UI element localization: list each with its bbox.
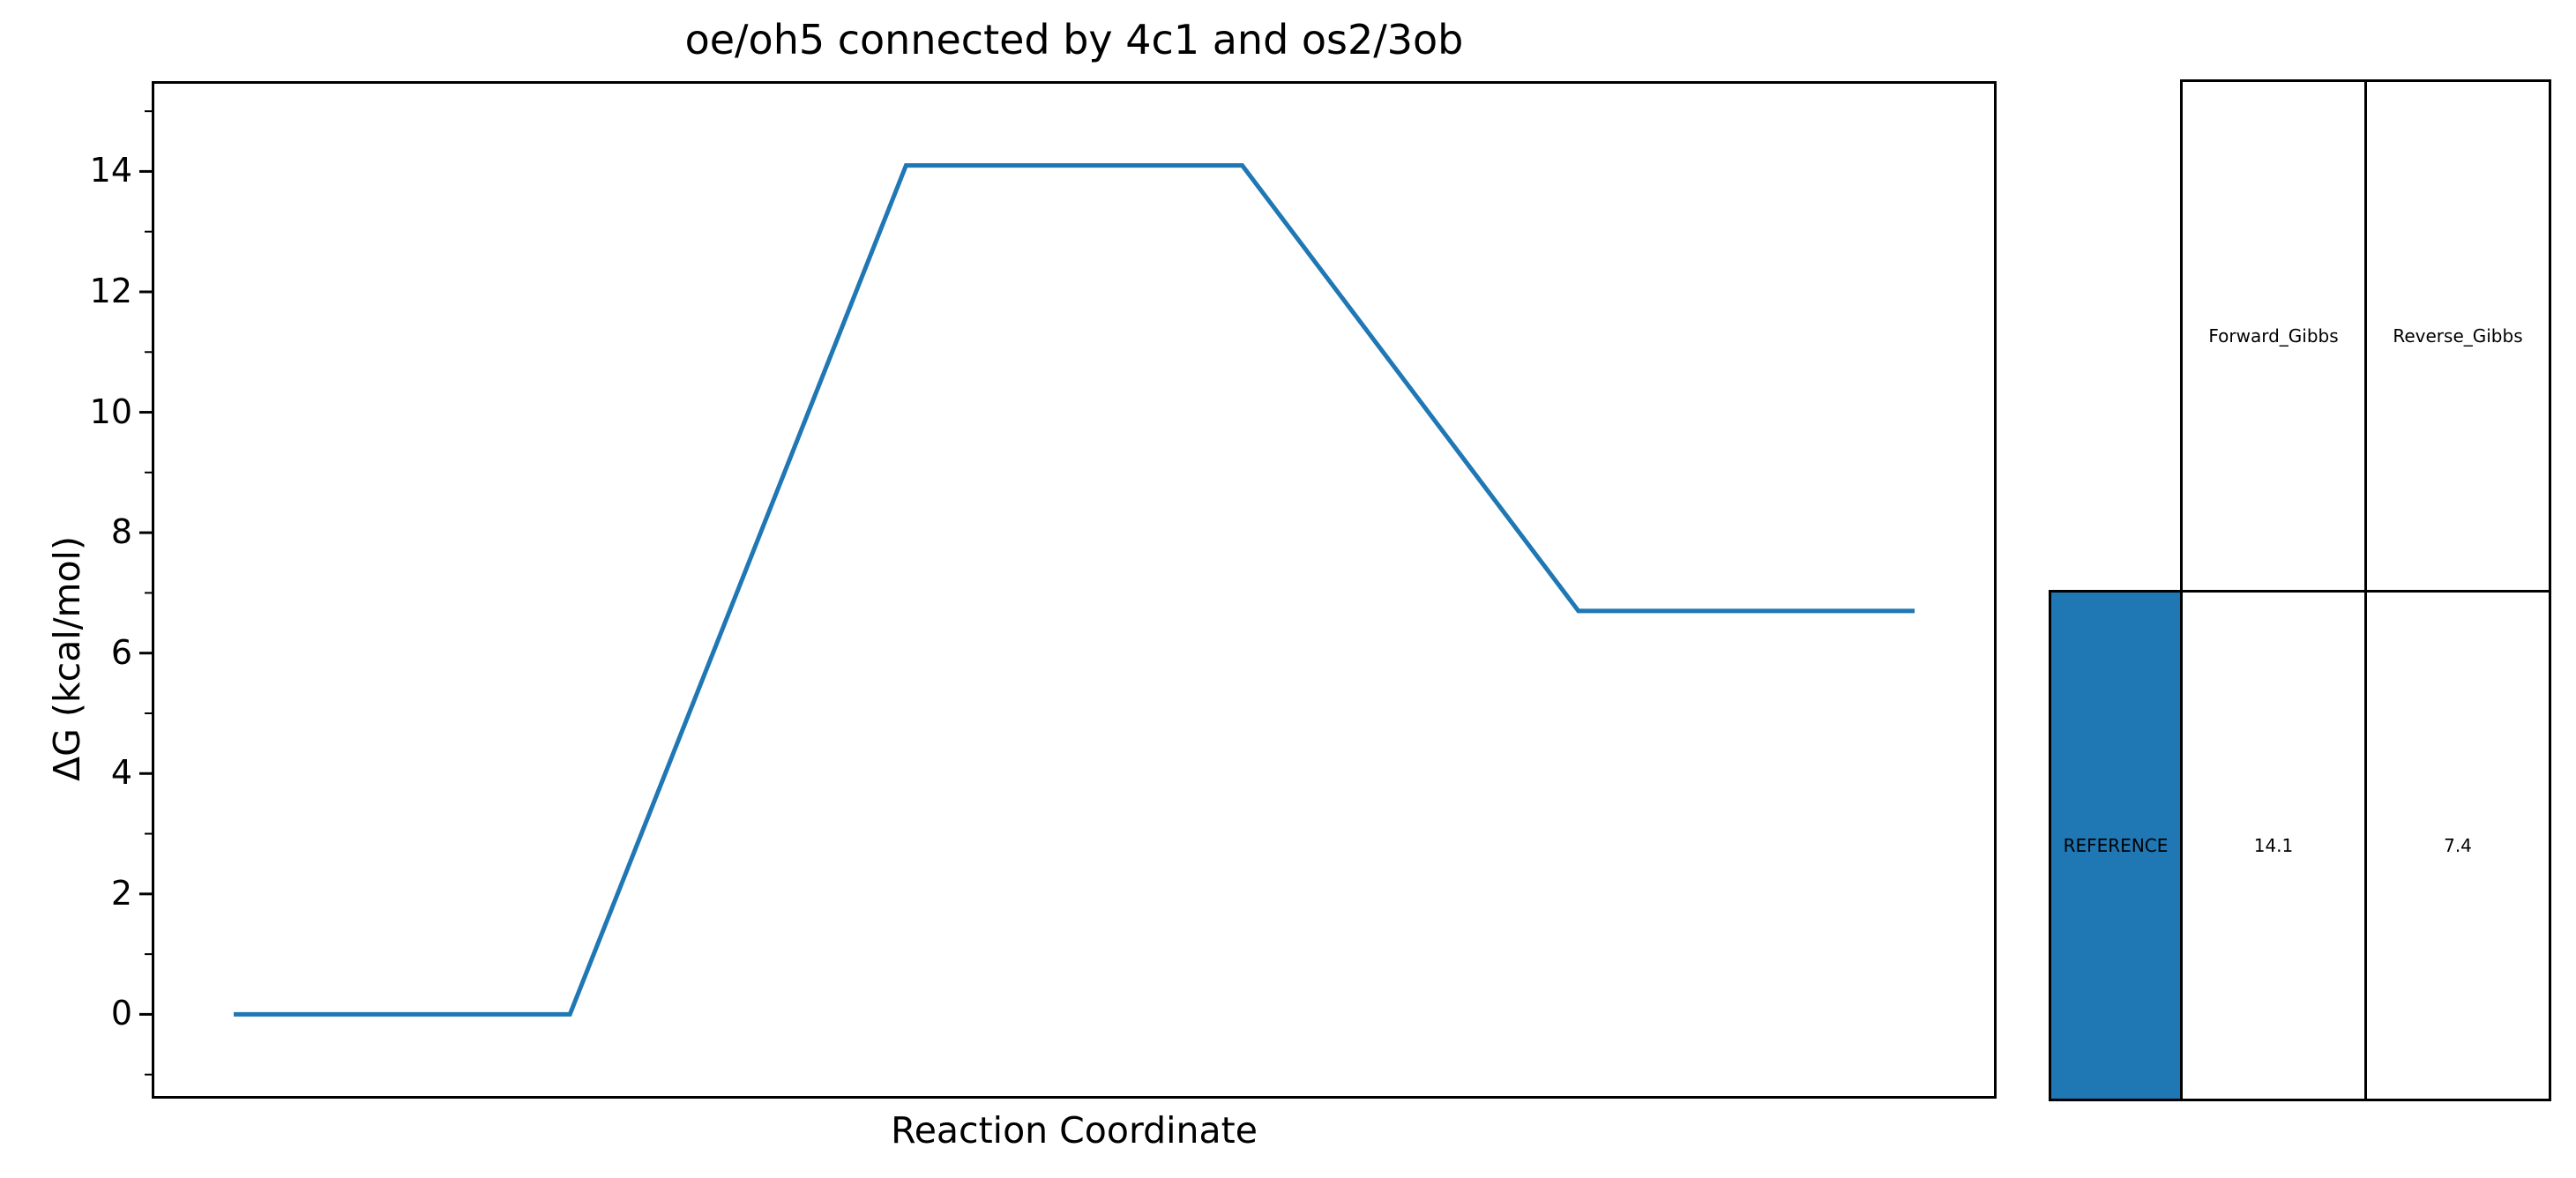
x-axis-label: Reaction Coordinate [891,1109,1258,1152]
table-cell-forward-value: 14.1 [2180,590,2367,1101]
y-tick-label: 6 [110,632,132,672]
series-line [234,163,1915,1017]
table-cell-reverse-value: 7.4 [2364,590,2551,1101]
table-col-header-reverse: Reverse_Gibbs [2364,79,2551,593]
table-col-header-label: Reverse_Gibbs [2393,325,2523,347]
table-col-header-forward: Forward_Gibbs [2180,79,2367,593]
chart-title: oe/oh5 connected by 4c1 and os2/3ob [684,16,1464,63]
y-tick-label: 0 [110,994,132,1033]
table-row-header-label: REFERENCE [2063,835,2169,856]
y-tick-label: 2 [110,873,132,913]
plot-frame [152,81,1997,1099]
table-cell-value: 14.1 [2253,835,2294,856]
table-col-header-label: Forward_Gibbs [2208,325,2339,347]
y-axis-label: ΔG (kcal/mol) [46,536,88,781]
y-tick-label: 14 [89,151,132,190]
y-tick-label: 8 [110,512,132,552]
table-cell-value: 7.4 [2444,835,2472,856]
y-tick-label: 10 [89,391,132,431]
table-row-header-reference: REFERENCE [2049,590,2183,1101]
y-axis-ticks [139,110,152,1076]
y-tick-label: 12 [89,271,132,310]
y-tick-label: 4 [110,753,132,793]
